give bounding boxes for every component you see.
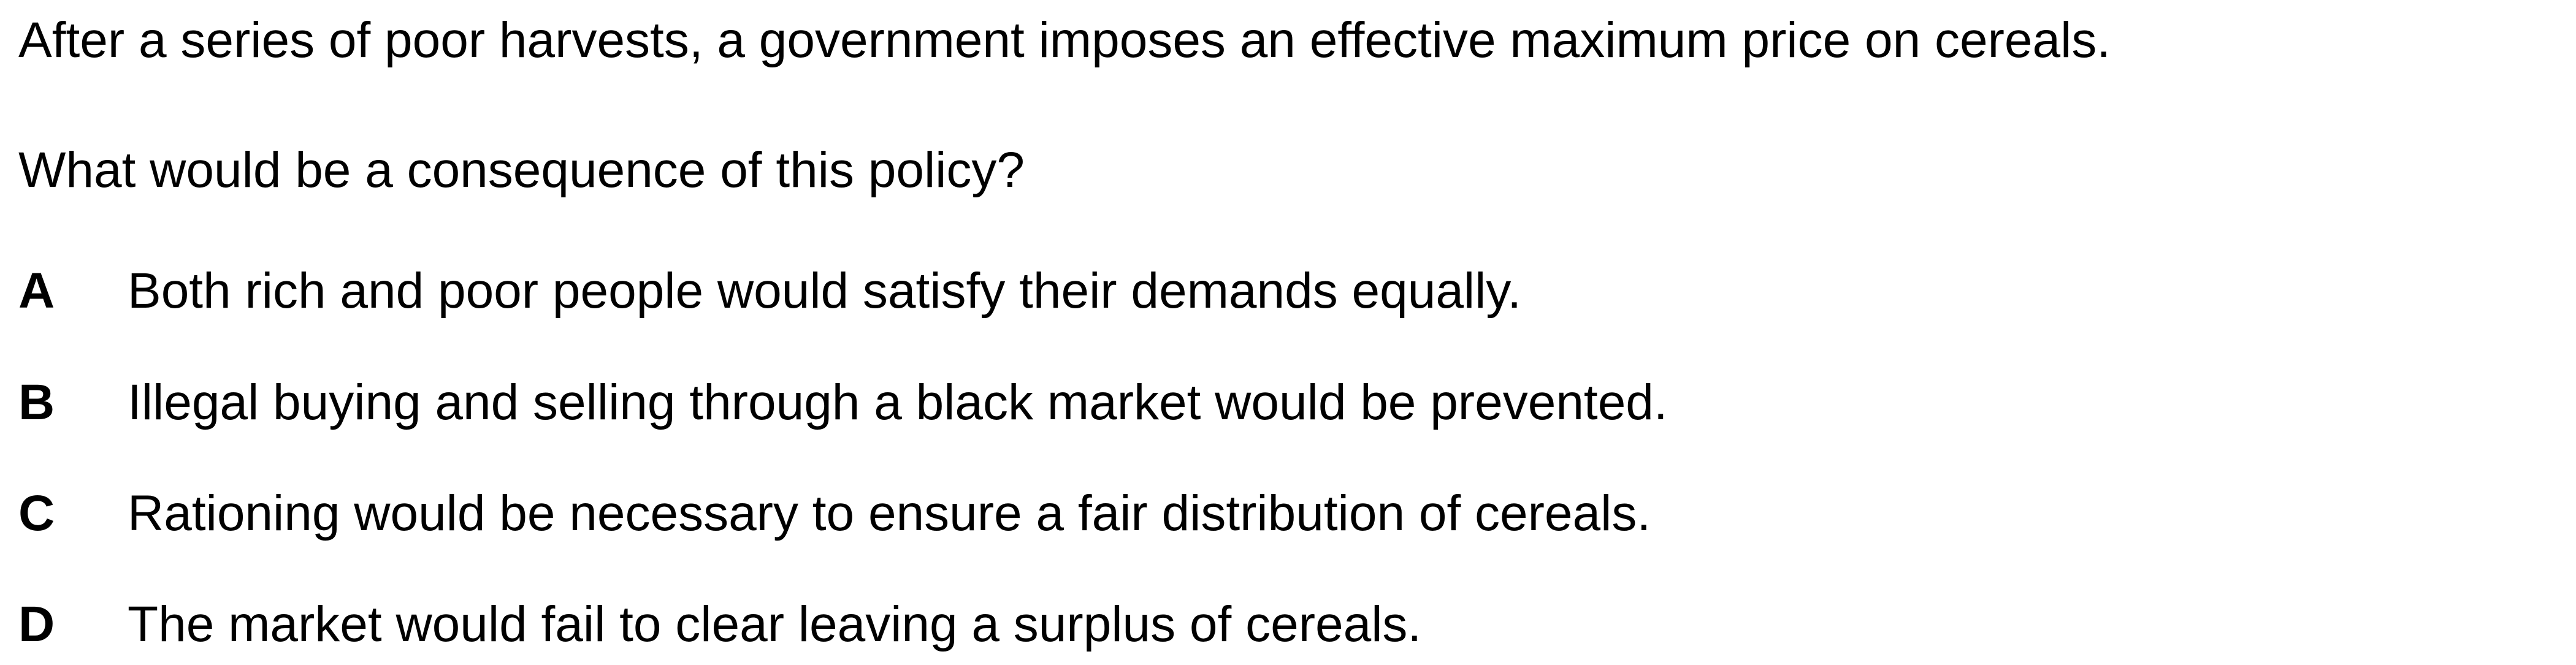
option-a-letter: A [18,263,55,319]
option-d-text: The market would fail to clear leaving a… [128,596,1422,652]
option-c-text: Rationing would be necessary to ensure a… [128,485,1651,541]
option-b-letter: B [18,374,55,430]
option-a-text: Both rich and poor people would satisfy … [128,263,1522,319]
question-prompt: What would be a consequence of this poli… [18,142,1025,198]
option-d-letter: D [18,596,55,652]
option-b-text: Illegal buying and selling through a bla… [128,374,1668,430]
option-c-letter: C [18,485,55,541]
question-stem: After a series of poor harvests, a gover… [18,12,2111,68]
